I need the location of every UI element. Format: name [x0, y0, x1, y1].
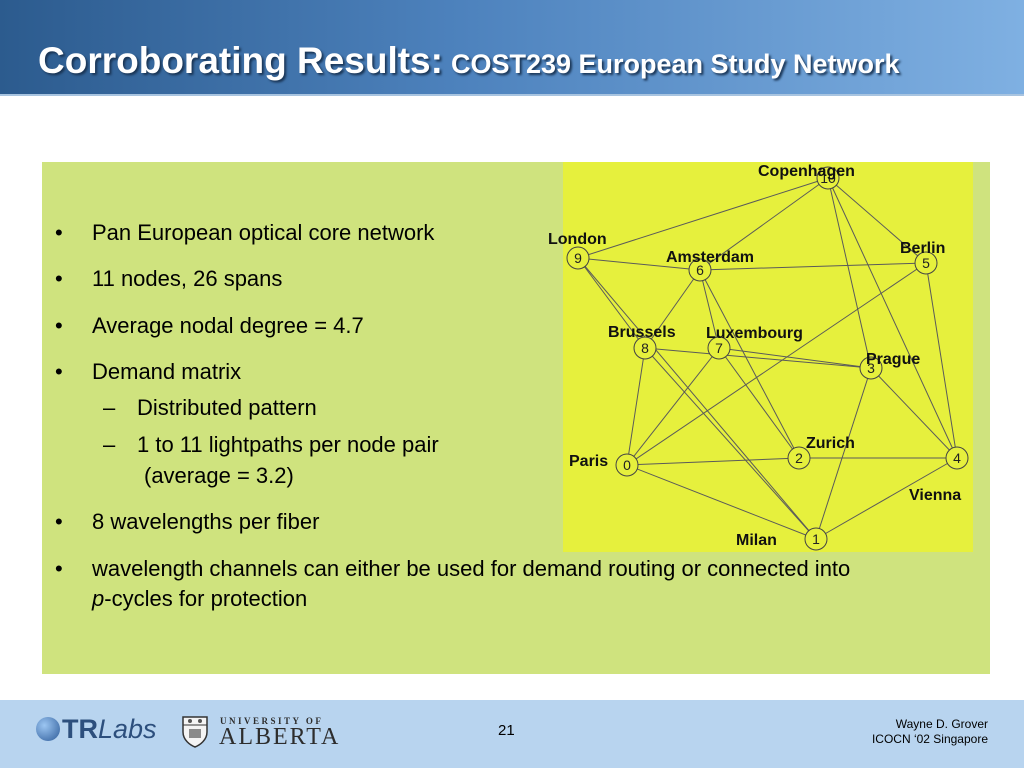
city-label-copenhagen: Copenhagen: [758, 163, 855, 180]
node-8: [633, 336, 657, 360]
link-8-1: [644, 347, 817, 540]
bullet-marker: •: [55, 266, 63, 291]
sub-bullet-text: 1 to 11 lightpaths per node pair: [137, 432, 439, 457]
alberta-text: ALBERTA: [219, 724, 341, 750]
bullet-text: p-cycles for protection: [92, 584, 307, 614]
node-number-9: 9: [574, 250, 582, 266]
slide-title-sub: COST239 European Study Network: [450, 49, 900, 79]
node-number-3: 3: [867, 360, 875, 376]
link-3-4: [870, 367, 958, 459]
node-5: [914, 251, 938, 275]
node-number-1: 1: [812, 531, 820, 547]
link-9-8: [577, 257, 646, 349]
network-diagram-panel: [563, 162, 973, 552]
link-10-4: [827, 177, 958, 459]
city-label-london: London: [548, 231, 607, 248]
city-label-prague: Prague: [866, 351, 920, 368]
city-label-amsterdam: Amsterdam: [666, 249, 754, 266]
node-0: [615, 453, 639, 477]
link-6-8: [644, 269, 701, 349]
sub-bullet-text: Distributed pattern: [137, 395, 317, 420]
node-number-10: 10: [820, 170, 836, 186]
labels-layer: Paris Milan Zurich Prague Vienna Berlin Amster…: [548, 163, 961, 549]
nodes-layer: 0 1 2 3 4 5 6 7 8 9 10: [566, 166, 969, 551]
link-6-2: [699, 269, 800, 459]
event-name: ICOCN ‘02 Singapore: [871, 732, 988, 746]
bullet-text: 8 wavelengths per fiber: [92, 509, 320, 534]
node-4: [945, 446, 969, 470]
trlabs-logo: TRLabs: [36, 714, 157, 745]
city-label-zurich: Zurich: [806, 435, 855, 452]
link-10-3: [827, 177, 872, 369]
sub-bullet-marker: –: [103, 395, 116, 420]
node-number-2: 2: [795, 450, 803, 466]
link-4-1: [815, 457, 958, 540]
link-9-1: [577, 257, 817, 540]
link-7-0: [626, 347, 720, 466]
bullet-marker: •: [55, 556, 63, 581]
link-3-1: [815, 367, 872, 540]
node-6: [688, 258, 712, 282]
node-9: [566, 246, 590, 270]
link-7-2: [718, 347, 800, 459]
bullet-text-rest: -cycles for protection: [104, 586, 308, 611]
author-name: Wayne D. Grover: [895, 717, 988, 731]
node-3: [859, 356, 883, 380]
node-number-8: 8: [641, 340, 649, 356]
link-9-10: [577, 177, 829, 259]
bullet-text: Demand matrix: [92, 359, 242, 384]
node-number-5: 5: [922, 255, 930, 271]
slide-title-main: Corroborating Results:: [38, 40, 443, 81]
bullet-marker: •: [55, 509, 63, 534]
link-7-6: [699, 269, 720, 349]
city-label-vienna: Vienna: [909, 487, 961, 504]
link-6-5: [699, 262, 927, 271]
city-label-berlin: Berlin: [900, 240, 945, 257]
p-cycle-italic: p: [92, 586, 105, 611]
slide-title: Corroborating Results: COST239 European S…: [38, 40, 900, 82]
trlabs-logo-labs: Labs: [98, 714, 157, 744]
bullet-marker: •: [55, 313, 63, 338]
university-of-text: UNIVERSITY OF: [220, 716, 324, 726]
page-number: 21: [498, 722, 515, 739]
node-2: [787, 446, 811, 470]
link-10-6: [699, 177, 829, 271]
bullet-text: 11 nodes, 26 spans: [92, 266, 283, 291]
bullet-marker: •: [55, 359, 63, 384]
footer-bar: [0, 700, 1024, 768]
link-10-5: [827, 177, 927, 264]
city-label-paris: Paris: [569, 453, 608, 470]
link-0-2: [626, 457, 800, 466]
link-5-4: [925, 262, 958, 459]
bullet-marker: •: [55, 220, 63, 245]
node-1: [804, 527, 828, 551]
node-10: [816, 166, 840, 190]
title-bar: Corroborating Results: COST239 European S…: [0, 0, 1024, 96]
node-number-6: 6: [696, 262, 704, 278]
bullet-text: Pan European optical core network: [92, 220, 435, 245]
bullet-text: Average nodal degree = 4.7: [92, 313, 364, 338]
link-8-0: [626, 347, 646, 466]
city-label-brussels: Brussels: [608, 324, 676, 341]
city-label-luxembourg: Luxembourg: [706, 325, 803, 342]
link-9-6: [577, 257, 701, 271]
link-5-0: [626, 262, 927, 466]
sub-bullet-marker: –: [103, 432, 116, 457]
link-0-1: [626, 464, 817, 540]
sub-bullet-text: (average = 3.2): [144, 463, 294, 488]
trlabs-logo-tr: TR: [62, 714, 98, 744]
links-layer: [577, 177, 958, 540]
node-number-0: 0: [623, 457, 631, 473]
globe-icon: [36, 717, 60, 741]
author-info: Wayne D. Grover ICOCN ‘02 Singapore: [872, 717, 988, 747]
node-7: [707, 336, 731, 360]
university-crest-icon: [182, 716, 208, 748]
node-number-7: 7: [715, 340, 723, 356]
city-label-milan: Milan: [736, 532, 777, 549]
link-7-3: [718, 347, 872, 369]
bullet-text: wavelength channels can either be used f…: [92, 556, 851, 581]
link-8-3: [644, 347, 872, 369]
node-number-4: 4: [953, 450, 961, 466]
